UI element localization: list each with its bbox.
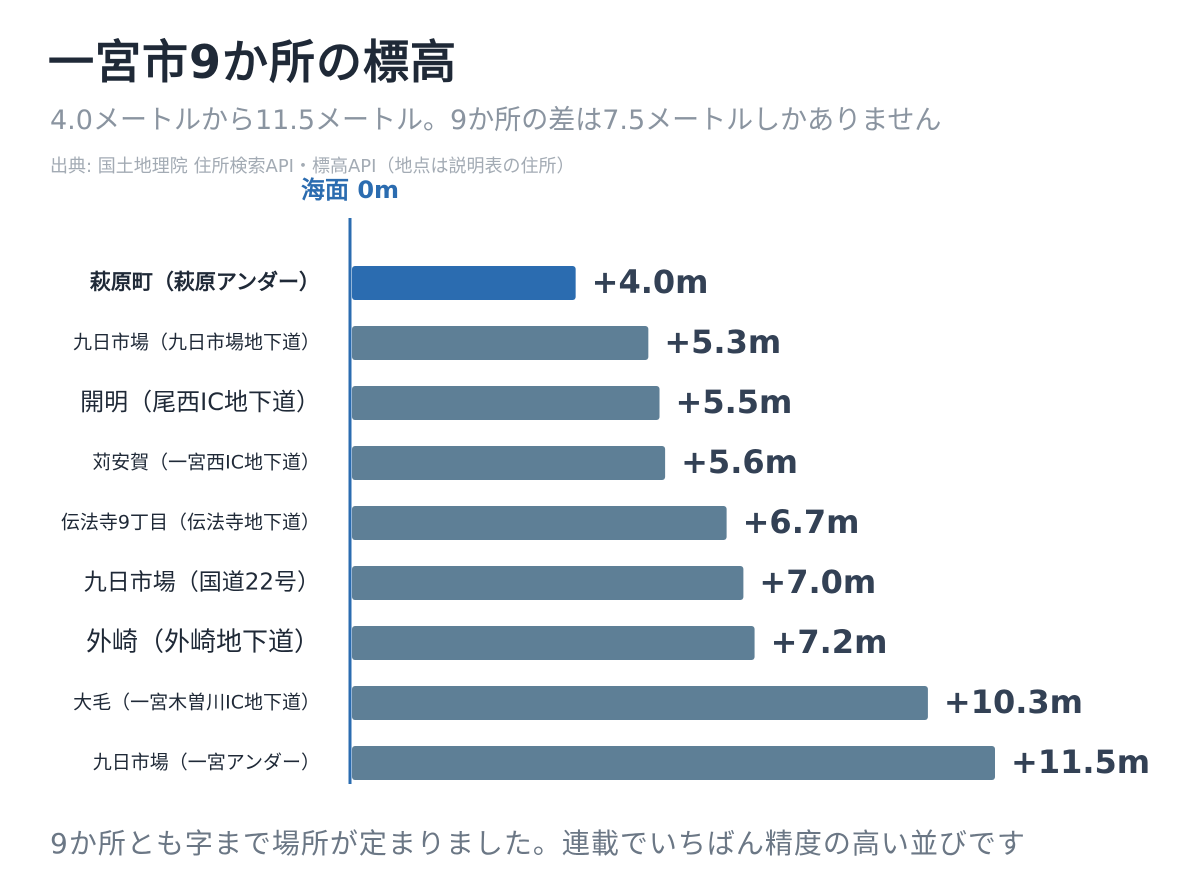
chart-title: 一宮市9か所の標高 [48, 35, 458, 89]
category-label: 伝法寺9丁目（伝法寺地下道） [61, 512, 320, 534]
value-label: +10.3m [944, 683, 1083, 721]
category-label: 大毛（一宮木曽川IC地下道） [73, 692, 320, 714]
value-label: +5.5m [676, 383, 793, 421]
bar [352, 626, 755, 660]
value-label: +5.6m [681, 443, 798, 481]
bar-chart: 海面 0m 萩原町（萩原アンダー） +4.0m 九日市場（九日市場地下道） +5.3m… [61, 176, 1150, 784]
bar [352, 266, 576, 300]
value-label: +6.7m [743, 503, 860, 541]
category-label: 萩原町（萩原アンダー） [90, 270, 320, 294]
value-label: +7.2m [771, 623, 888, 661]
value-label: +7.0m [759, 563, 876, 601]
value-label: +5.3m [664, 323, 781, 361]
bar [352, 506, 727, 540]
bar [352, 326, 649, 360]
category-label: 外崎（外崎地下道） [86, 628, 320, 658]
category-label: 開明（尾西IC地下道） [80, 388, 320, 416]
source-note: 出典: 国土地理院 住所検索API・標高API（地点は説明表の住所） [50, 156, 575, 177]
category-label: 苅安賀（一宮西IC地下道） [92, 452, 320, 474]
value-label: +4.0m [592, 263, 709, 301]
bar [352, 566, 744, 600]
value-label: +11.5m [1011, 743, 1150, 781]
category-label: 九日市場（九日市場地下道） [73, 332, 320, 354]
bar [352, 746, 995, 780]
bars-group: 萩原町（萩原アンダー） +4.0m 九日市場（九日市場地下道） +5.3m 開明（尾西I… [61, 263, 1150, 781]
bar [352, 386, 660, 420]
bar [352, 446, 666, 480]
category-label: 九日市場（国道22号） [84, 570, 320, 596]
bar [352, 686, 928, 720]
category-label: 九日市場（一宮アンダー） [93, 752, 320, 774]
chart-subtitle: 4.0メートルから11.5メートル。9か所の差は7.5メートルしかありません [50, 105, 942, 136]
footnote: 9か所とも字まで場所が定まりました。連載でいちばん精度の高い並びです [50, 827, 1026, 860]
baseline-label: 海面 0m [301, 176, 399, 204]
